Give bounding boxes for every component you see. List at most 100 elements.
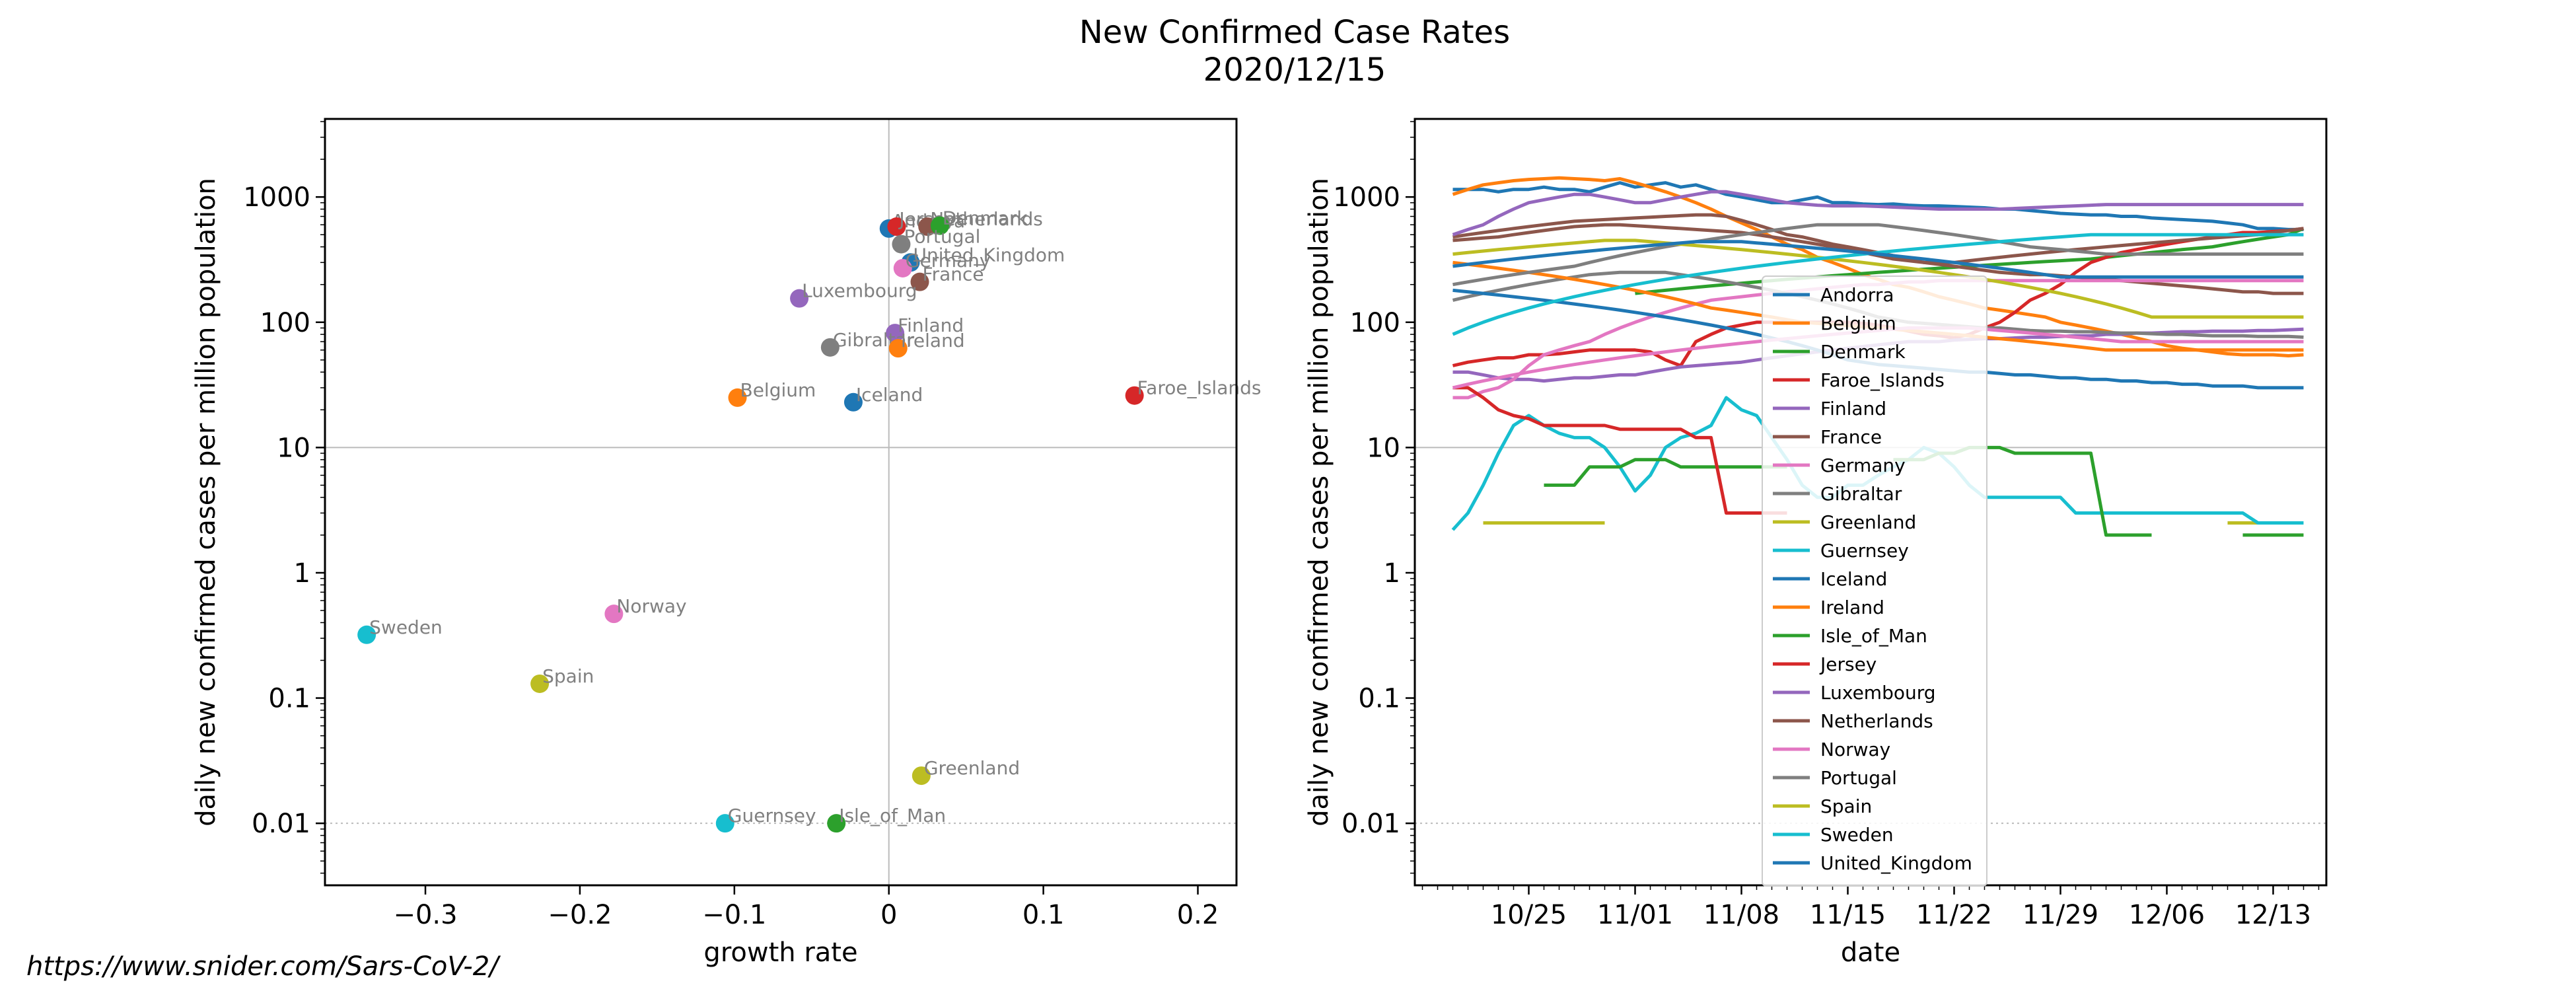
- y-tick-label: 10: [1367, 433, 1400, 463]
- legend-label-spain: Spain: [1820, 795, 1872, 817]
- point-gibraltar: [820, 338, 840, 357]
- series-line-isle_of_man: [1544, 458, 1787, 487]
- point-faroe_islands: [1125, 386, 1144, 405]
- point-label-greenland: Greenland: [924, 757, 1020, 779]
- point-greenland: [912, 766, 931, 786]
- point-label-germany: Germany: [906, 250, 991, 272]
- legend-label-luxembourg: Luxembourg: [1820, 682, 1936, 704]
- point-isle_of_man: [827, 814, 846, 833]
- chart-title: New Confirmed Case Rates: [1079, 14, 1510, 51]
- series-line-jersey: [1452, 386, 1787, 515]
- x-tick-label: −0.3: [393, 900, 457, 930]
- x-tick-label: 11/22: [1916, 900, 1992, 930]
- y-tick-label: 0.1: [1358, 684, 1400, 714]
- point-label-norway: Norway: [616, 595, 686, 617]
- legend: Andorra Belgium Denmark Faroe_Islands Finlan…: [1762, 275, 1987, 887]
- legend-label-guernsey: Guernsey: [1820, 540, 1909, 562]
- scatter-x-label: growth rate: [703, 937, 857, 968]
- scatter-frame: [324, 118, 1238, 887]
- legend-label-faroe_islands: Faroe_Islands: [1820, 369, 1945, 391]
- legend-label-denmark: Denmark: [1820, 341, 1906, 363]
- point-label-iceland: Iceland: [856, 384, 923, 406]
- legend-label-jersey: Jersey: [1819, 653, 1877, 675]
- legend-label-ireland: Ireland: [1820, 597, 1884, 618]
- point-label-france: France: [923, 264, 984, 285]
- point-label-sweden: Sweden: [369, 616, 443, 638]
- x-tick-label: 11/29: [2022, 900, 2098, 930]
- y-tick-label: 1: [294, 558, 310, 589]
- legend-label-belgium: Belgium: [1820, 312, 1896, 334]
- series-line-portugal: [1452, 223, 2304, 287]
- y-tick-label: 0.01: [252, 809, 310, 839]
- point-label-belgium: Belgium: [740, 379, 816, 401]
- point-label-finland: Finland: [898, 314, 964, 336]
- legend-label-netherlands: Netherlands: [1820, 710, 1933, 732]
- point-belgium: [728, 388, 747, 407]
- y-tick-label: 0.01: [1342, 809, 1400, 839]
- point-iceland: [843, 392, 863, 412]
- point-france: [910, 272, 929, 291]
- legend-label-portugal: Portugal: [1820, 767, 1897, 789]
- point-label-denmark: Denmark: [943, 207, 1028, 229]
- point-guernsey: [715, 814, 734, 833]
- x-tick-label: 11/01: [1597, 900, 1673, 930]
- legend-label-gibraltar: Gibraltar: [1820, 483, 1902, 505]
- legend-label-germany: Germany: [1820, 455, 1906, 476]
- point-label-isle_of_man: Isle_of_Man: [839, 805, 946, 826]
- point-spain: [530, 674, 550, 693]
- line-plot: 0.01 0.1 1 10 100 1000 10/25 11/01 11/08 11/15 11/…: [1304, 118, 2328, 968]
- y-tick-label: 1000: [243, 182, 310, 213]
- x-tick-label: 11/15: [1810, 900, 1886, 930]
- x-tick-label: 12/06: [2129, 900, 2205, 930]
- scatter-ticks: 0.01 0.1 1 10 100 1000 −0.3 −0.2 −0.1 0 0.1 0.2: [243, 121, 1219, 930]
- y-tick-label: 1000: [1333, 182, 1400, 213]
- x-tick-label: 11/08: [1703, 900, 1779, 930]
- y-tick-label: 10: [277, 433, 310, 463]
- point-label-guernsey: Guernsey: [728, 805, 816, 826]
- legend-label-france: France: [1820, 426, 1882, 448]
- scatter-y-label: daily new confirmed cases per million po…: [191, 178, 221, 826]
- line-ticks: 0.01 0.1 1 10 100 1000 10/25 11/01 11/08 11/15 11/…: [1333, 121, 2320, 930]
- line-y-label: daily new confirmed cases per million po…: [1304, 178, 1334, 826]
- y-tick-label: 0.1: [268, 684, 310, 714]
- x-tick-label: 0.1: [1022, 900, 1065, 930]
- series-line-denmark: [1635, 227, 2305, 295]
- point-jersey: [887, 217, 906, 237]
- x-tick-label: 10/25: [1491, 900, 1567, 930]
- point-portugal: [892, 235, 911, 254]
- series-line-spain: [1452, 239, 2304, 319]
- x-tick-label: −0.2: [548, 900, 612, 930]
- point-norway: [604, 605, 624, 624]
- y-tick-label: 100: [1350, 308, 1400, 338]
- point-label-faroe_islands: Faroe_Islands: [1137, 377, 1262, 399]
- scatter-points: AndorraJerseyNetherlandsDenmarkPortugalU…: [357, 207, 1261, 833]
- x-tick-label: 0: [880, 900, 897, 930]
- legend-box: [1762, 275, 1987, 887]
- x-tick-label: 12/13: [2235, 900, 2311, 930]
- scatter-grid: [325, 119, 1236, 885]
- legend-label-andorra: Andorra: [1820, 284, 1894, 306]
- point-germany: [893, 258, 912, 277]
- point-label-spain: Spain: [542, 665, 594, 687]
- point-sweden: [357, 625, 376, 644]
- source-url[interactable]: https://www.snider.com/Sars-CoV-2/: [26, 951, 499, 982]
- legend-label-sweden: Sweden: [1820, 824, 1894, 846]
- legend-label-iceland: Iceland: [1820, 568, 1887, 590]
- point-luxembourg: [790, 289, 809, 308]
- series-line-andorra: [1452, 181, 2304, 231]
- y-tick-label: 1: [1384, 558, 1400, 589]
- line-x-label: date: [1841, 937, 1900, 968]
- series-line-luxembourg: [1452, 190, 2304, 237]
- legend-label-finland: Finland: [1820, 398, 1886, 420]
- legend-label-united_kingdom: United_Kingdom: [1820, 852, 1972, 874]
- scatter-plot: AndorraJerseyNetherlandsDenmarkPortugalU…: [191, 118, 1261, 968]
- point-finland: [886, 324, 905, 343]
- series-line-united_kingdom: [1452, 240, 2304, 279]
- x-tick-label: 0.2: [1177, 900, 1219, 930]
- x-tick-label: −0.1: [702, 900, 766, 930]
- legend-label-greenland: Greenland: [1820, 511, 1916, 533]
- point-label-luxembourg: Luxembourg: [802, 280, 917, 302]
- point-denmark: [930, 216, 949, 235]
- point-label-ireland: Ireland: [901, 330, 965, 351]
